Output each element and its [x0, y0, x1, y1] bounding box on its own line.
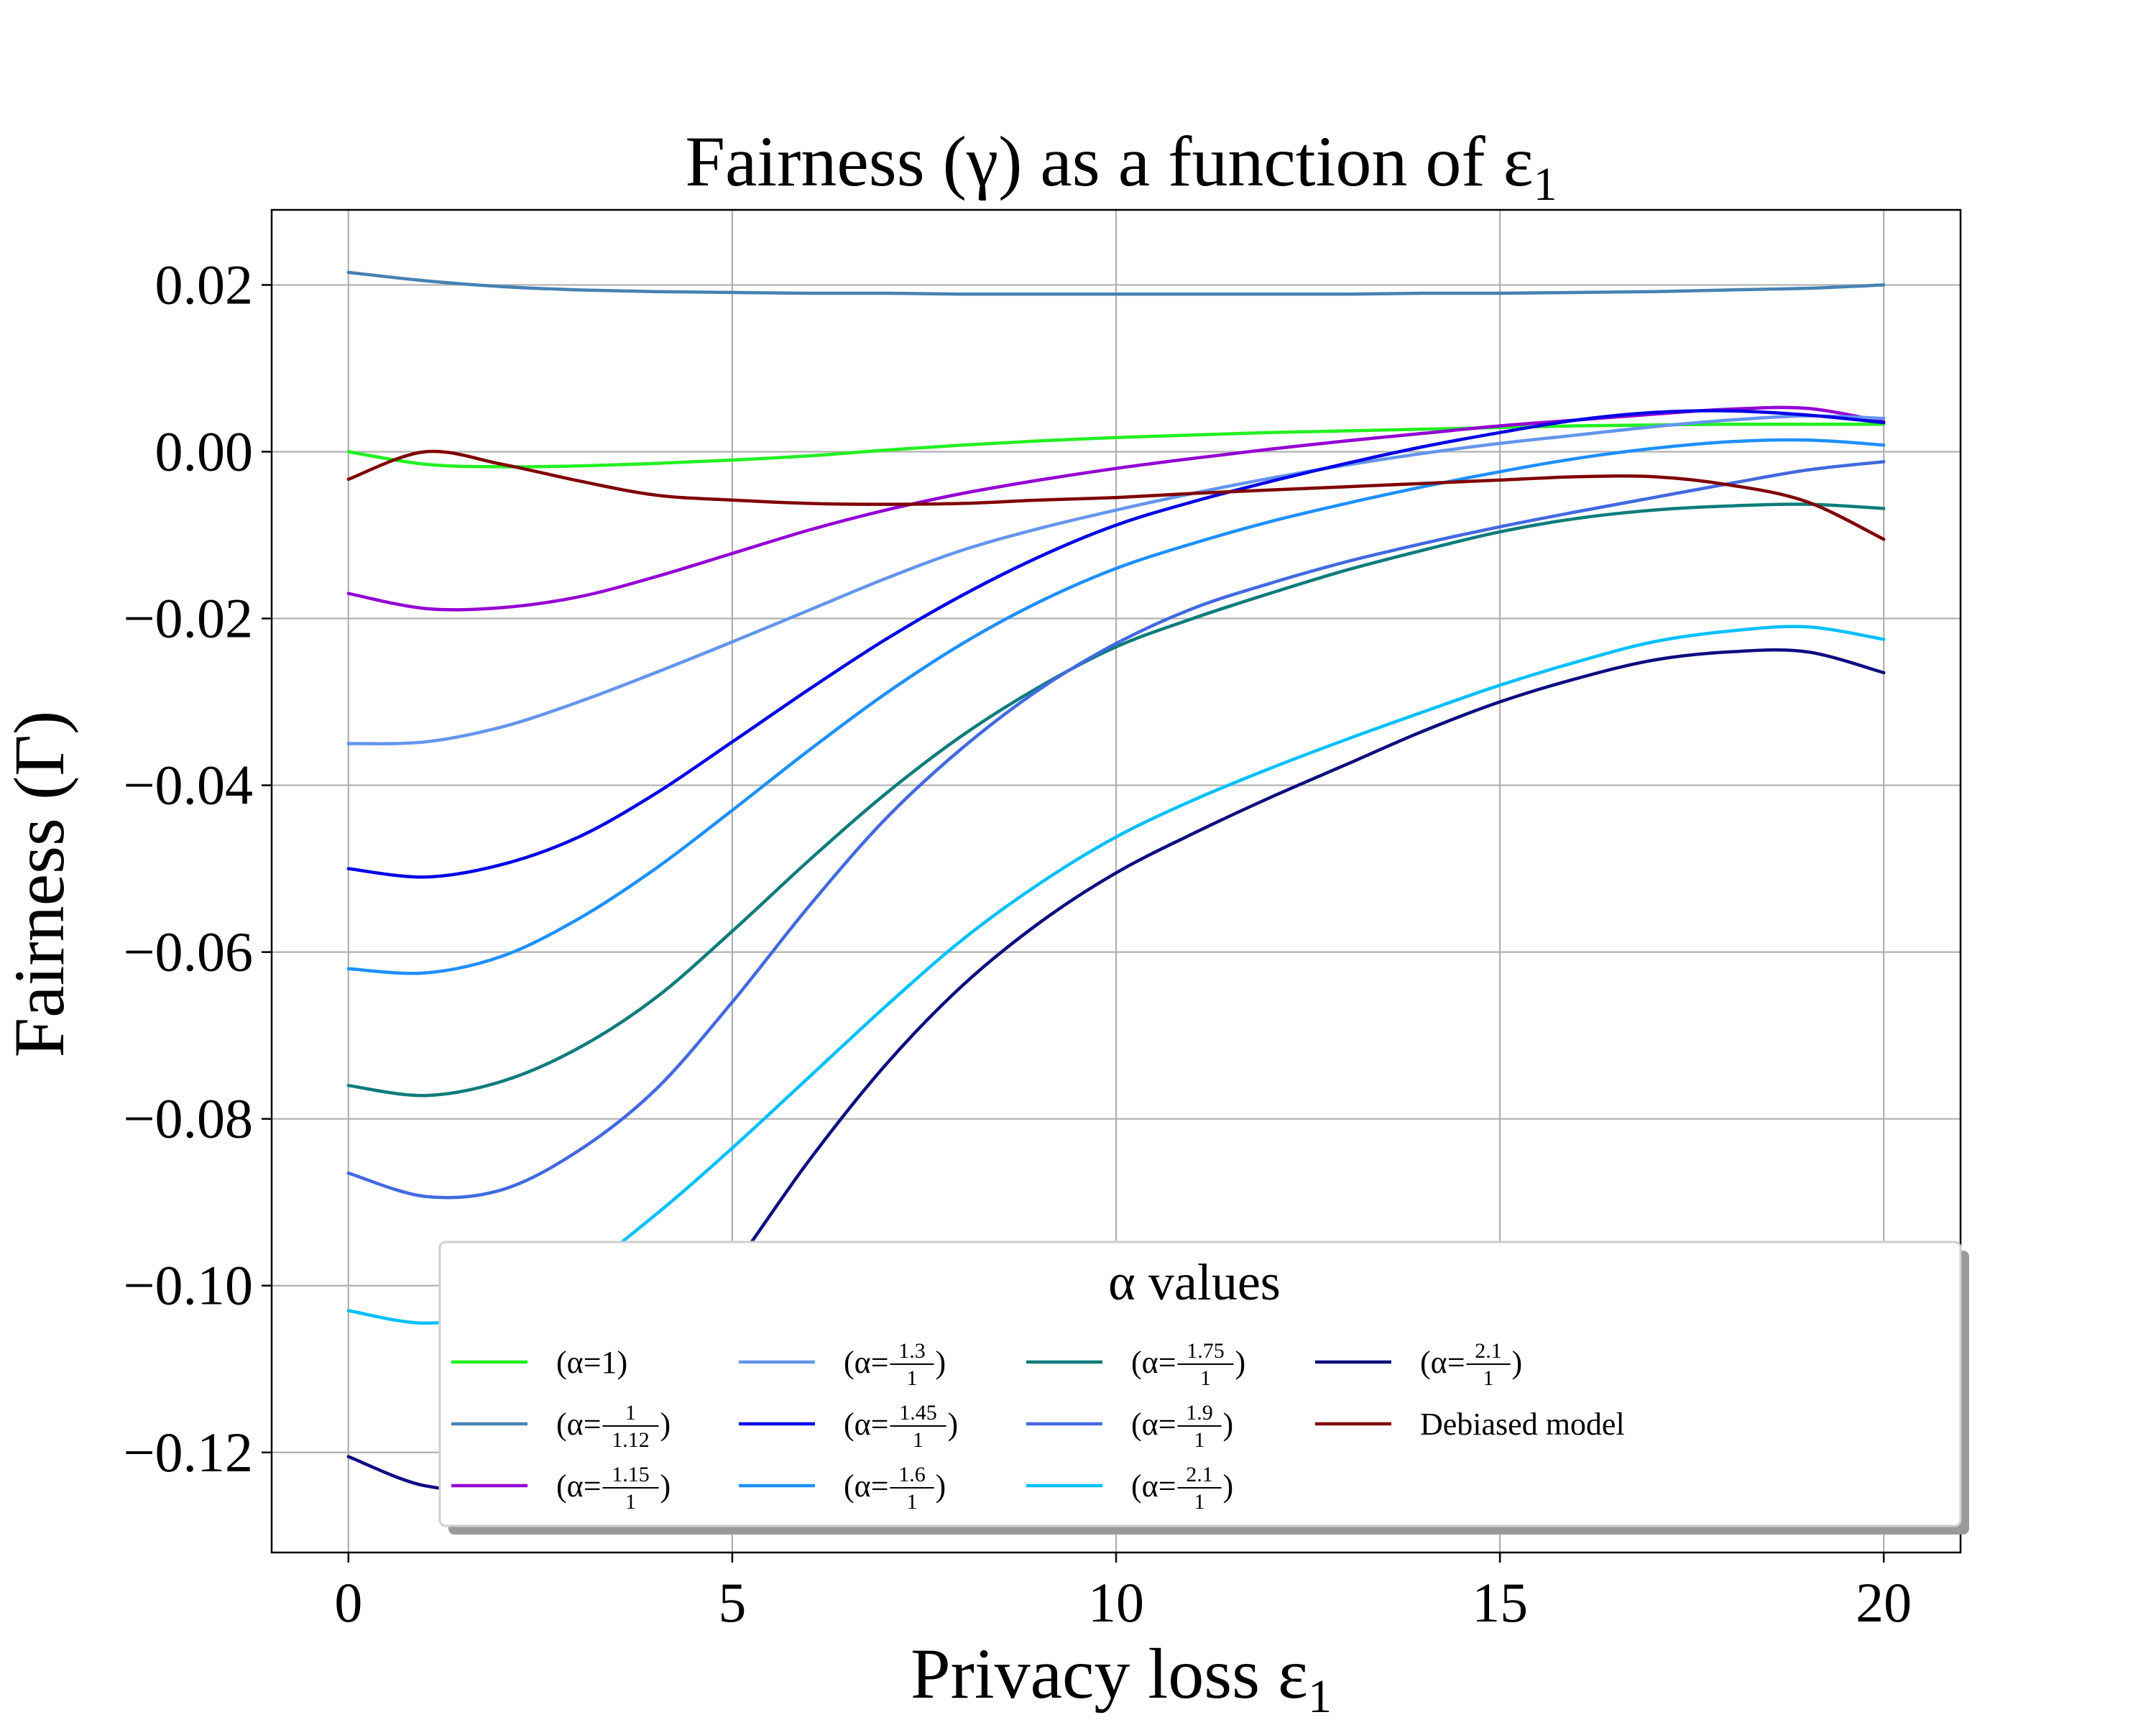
legend-label-numerator: 1.3 — [898, 1339, 926, 1363]
y-tick-label: −0.06 — [124, 921, 254, 983]
legend-entry: (α= 1.9 1) — [1026, 1401, 1233, 1452]
series-line-1 — [346, 422, 1886, 469]
legend-entry: (α= 1 1.12) — [451, 1401, 671, 1452]
legend-label-denominator: 1 — [1200, 1366, 1211, 1390]
legend-entry: (α= 1.15 1) — [451, 1463, 671, 1514]
legend-label-numerator: 1.6 — [898, 1463, 926, 1486]
y-axis-ticks: 0.02 0.00 −0.02 −0.04 −0.06 −0.08 −0.10 −0.12 — [124, 253, 272, 1484]
legend-label: (α=1) — [556, 1345, 627, 1380]
y-axis-label: Fairness (Γ) — [0, 711, 79, 1058]
x-tick-label: 5 — [718, 1571, 746, 1634]
x-tick-label: 10 — [1088, 1571, 1144, 1634]
legend-entry: (α= 1.45 1) — [739, 1401, 958, 1452]
legend-label-numerator: 1.75 — [1187, 1339, 1225, 1363]
legend-label-suffix: ) — [1223, 1468, 1234, 1504]
legend: α values (α=1)(α= 11.12)(α= 1.151)(α= 1.31)… — [438, 1241, 1969, 1535]
x-tick-label: 20 — [1856, 1571, 1912, 1634]
legend-label-suffix: ) — [948, 1407, 959, 1442]
legend-label-prefix: (α= — [1131, 1345, 1176, 1380]
legend-label-numerator: 1.9 — [1186, 1401, 1213, 1425]
series-line-3 — [346, 405, 1886, 612]
legend-label-prefix: (α= — [1131, 1468, 1176, 1504]
legend-label-denominator: 1 — [625, 1490, 636, 1514]
legend-label-numerator: 2.1 — [1186, 1463, 1213, 1486]
series-line-11 — [346, 449, 1886, 541]
legend-label-suffix: ) — [1235, 1345, 1246, 1380]
y-tick-label: 0.00 — [155, 420, 254, 482]
series-lines — [346, 270, 1886, 1492]
legend-entry: (α= 2.1 1) — [1315, 1339, 1522, 1390]
legend-label-suffix: ) — [660, 1468, 671, 1504]
legend-entry: (α=1) — [451, 1345, 627, 1380]
y-tick-label: −0.04 — [124, 754, 254, 816]
legend-label-denominator: 1 — [913, 1428, 923, 1452]
legend-label-denominator: 1 — [1194, 1490, 1205, 1514]
y-tick-label: −0.10 — [124, 1254, 254, 1317]
legend-label-numerator: 2.1 — [1475, 1339, 1502, 1363]
legend-label-prefix: (α= — [844, 1407, 889, 1442]
series-line-8 — [346, 460, 1886, 1200]
legend-label-numerator: 1 — [625, 1401, 636, 1425]
x-tick-label: 15 — [1472, 1571, 1528, 1634]
x-axis-label: Privacy loss ε1 — [911, 1634, 1332, 1723]
legend-label-suffix: ) — [936, 1468, 946, 1504]
x-tick-label: 0 — [334, 1571, 362, 1634]
legend-label-denominator: 1.12 — [612, 1428, 650, 1452]
series-line-4 — [346, 414, 1886, 745]
legend-label-suffix: ) — [936, 1345, 946, 1380]
legend-label-denominator: 1 — [907, 1366, 918, 1390]
legend-label-prefix: (α= — [844, 1345, 889, 1380]
y-tick-label: −0.02 — [124, 587, 254, 650]
legend-label-prefix: (α= — [1420, 1345, 1465, 1380]
legend-label-prefix: (α= — [556, 1468, 602, 1504]
y-tick-label: −0.12 — [124, 1421, 254, 1484]
legend-label-suffix: ) — [1512, 1345, 1523, 1380]
legend-title: α values — [1108, 1254, 1281, 1311]
chart-title: Fairness (γ) as a function of ε1 — [685, 121, 1557, 211]
legend-label-suffix: ) — [1223, 1407, 1234, 1442]
legend-label-prefix: (α= — [1131, 1407, 1176, 1442]
legend-label-denominator: 1 — [907, 1490, 918, 1514]
legend-label-numerator: 1.15 — [612, 1463, 650, 1486]
legend-entry: (α= 1.3 1) — [739, 1339, 946, 1390]
series-line-2 — [346, 270, 1886, 296]
series-line-6 — [346, 438, 1886, 975]
legend-label-prefix: (α= — [556, 1407, 602, 1442]
legend-label-denominator: 1 — [1194, 1428, 1205, 1452]
legend-entry: (α= 1.6 1) — [739, 1463, 946, 1514]
legend-label-denominator: 1 — [1483, 1366, 1494, 1390]
legend-label-numerator: 1.45 — [899, 1401, 937, 1425]
legend-label-suffix: ) — [660, 1407, 671, 1442]
legend-entry: (α= 1.75 1) — [1026, 1339, 1245, 1390]
x-axis-ticks: 0 5 10 15 20 — [334, 1552, 1912, 1634]
legend-entry: Debiased model — [1315, 1407, 1625, 1442]
legend-entry: (α= 2.1 1) — [1026, 1463, 1233, 1514]
y-tick-label: 0.02 — [155, 253, 254, 316]
series-line-7 — [346, 502, 1886, 1098]
y-tick-label: −0.08 — [124, 1087, 254, 1150]
series-line-5 — [346, 409, 1886, 879]
legend-label: Debiased model — [1420, 1407, 1625, 1442]
legend-label-prefix: (α= — [844, 1468, 889, 1504]
